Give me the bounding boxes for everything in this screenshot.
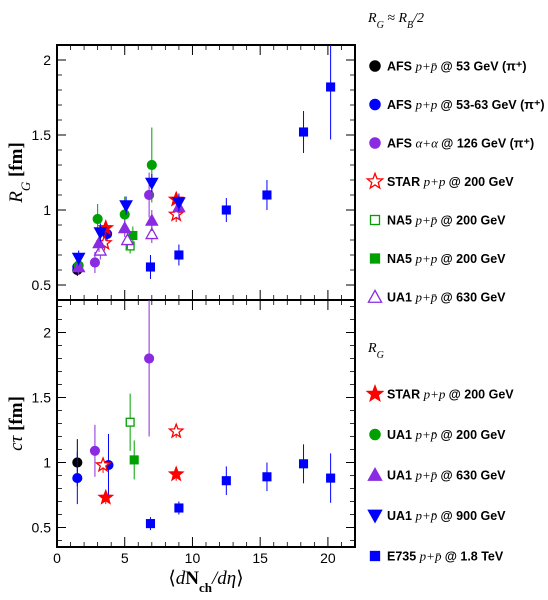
bottom-data-point: [167, 465, 185, 482]
bottom-data-point: [145, 519, 156, 529]
x-tick-label: 15: [252, 550, 268, 566]
top-data-point: [119, 209, 130, 220]
top-ytick-label: 2: [43, 52, 51, 68]
top-legend-label: NA5 p+p̄ @ 200 GeV: [387, 213, 506, 228]
top-legend-marker: [369, 137, 381, 149]
top-legend-marker: [369, 98, 381, 111]
bottom-legend-marker: [369, 428, 381, 441]
top-data-point: [92, 213, 103, 225]
bottom-data-point: [94, 456, 112, 473]
top-data-point: [221, 205, 231, 215]
top-legend-marker: [367, 289, 383, 303]
bottom-ytick-label: 1: [43, 455, 51, 471]
top-plot-frame: [56, 44, 356, 301]
top-data-point: [120, 232, 135, 246]
x-tick-label: 5: [121, 550, 129, 566]
bottom-legend-label: UA1 p+p̄ @ 900 GeV: [387, 508, 506, 523]
x-tick-label: 20: [320, 550, 336, 566]
top-data-point: [128, 230, 138, 241]
x-tick-label: 0: [53, 550, 61, 566]
bottom-ytick-label: 0.5: [32, 520, 52, 536]
top-data-point: [144, 226, 159, 240]
top-data-point: [146, 159, 157, 171]
x-axis-label: ⟨dNch/dη⟩: [168, 568, 243, 595]
top-data-point: [119, 200, 133, 213]
bottom-data-point: [89, 445, 100, 456]
top-data-point: [326, 82, 336, 92]
top-data-point: [298, 127, 309, 137]
top-data-point: [71, 259, 86, 273]
top-data-point: [144, 213, 159, 226]
bottom-ytick-label: 1.5: [32, 390, 52, 406]
bottom-legend-marker: [369, 550, 381, 562]
bottom-data-point: [298, 459, 309, 469]
top-legend-label: UA1 p+p̄ @ 630 GeV: [387, 290, 506, 305]
bottom-legend-marker: [367, 467, 383, 481]
bottom-data-point: [72, 473, 83, 484]
bottom-data-point: [174, 503, 184, 513]
top-data-point: [145, 262, 156, 272]
top-data-point: [117, 220, 132, 234]
top-data-point: [71, 252, 86, 266]
bottom-legend-label: UA1 p+p̄ @ 200 GeV: [387, 427, 506, 442]
top-ytick-label: 1.5: [32, 127, 52, 143]
bottom-plot-frame: [56, 299, 356, 548]
bottom-legend-label: E735 p+p̄ @ 1.8 TeV: [387, 549, 504, 564]
top-data-point: [167, 205, 185, 222]
top-data-point: [93, 243, 108, 256]
top-legend-marker: [369, 60, 381, 72]
top-ytick-label: 0.5: [32, 277, 52, 293]
x-tick-label: 10: [185, 550, 201, 566]
top-ytick-label: 1: [43, 202, 51, 218]
top-data-point: [262, 190, 272, 200]
bottom-data-point: [326, 473, 336, 483]
top-legend-marker: [369, 214, 381, 226]
top-legend-label: AFS p+p̄ @ 53 GeV (π⁺): [387, 59, 527, 74]
bottom-data-point: [129, 455, 139, 465]
bottom-data-point: [144, 353, 155, 364]
top-legend-header: RG ≈ RB/2: [367, 11, 424, 31]
top-legend-marker: [369, 253, 381, 264]
bottom-y-axis-label: cτ [fm]: [6, 396, 27, 451]
bottom-ytick-label: 2: [43, 325, 51, 341]
top-data-point: [144, 177, 159, 191]
top-legend-label: NA5 p+p @ 200 GeV: [387, 251, 506, 266]
top-data-point: [92, 235, 106, 249]
top-data-point: [172, 197, 186, 210]
bottom-data-point: [262, 472, 272, 482]
top-legend-label: AFS α+α @ 126 GeV (π⁺): [387, 136, 534, 151]
top-legend-label: STAR p+p @ 200 GeV: [387, 174, 514, 189]
bottom-data-point: [167, 422, 185, 439]
bottom-legend-marker: [367, 509, 383, 524]
top-data-point: [89, 257, 100, 268]
top-data-point: [93, 227, 108, 240]
top-data-point: [174, 250, 184, 260]
top-legend-marker: [365, 171, 385, 190]
bottom-legend-label: STAR p+p @ 200 GeV: [387, 387, 514, 402]
bottom-data-point: [97, 488, 115, 505]
bottom-data-point: [125, 417, 135, 427]
bottom-legend-header: RG: [367, 341, 384, 361]
bottom-legend-marker: [365, 384, 385, 403]
bottom-legend-label: UA1 p+p̄ @ 630 GeV: [387, 468, 506, 483]
bottom-data-point: [221, 476, 231, 486]
top-legend-label: AFS p+p @ 53-63 GeV (π⁺): [387, 97, 545, 112]
top-y-axis-label: RG [fm]: [6, 142, 33, 204]
